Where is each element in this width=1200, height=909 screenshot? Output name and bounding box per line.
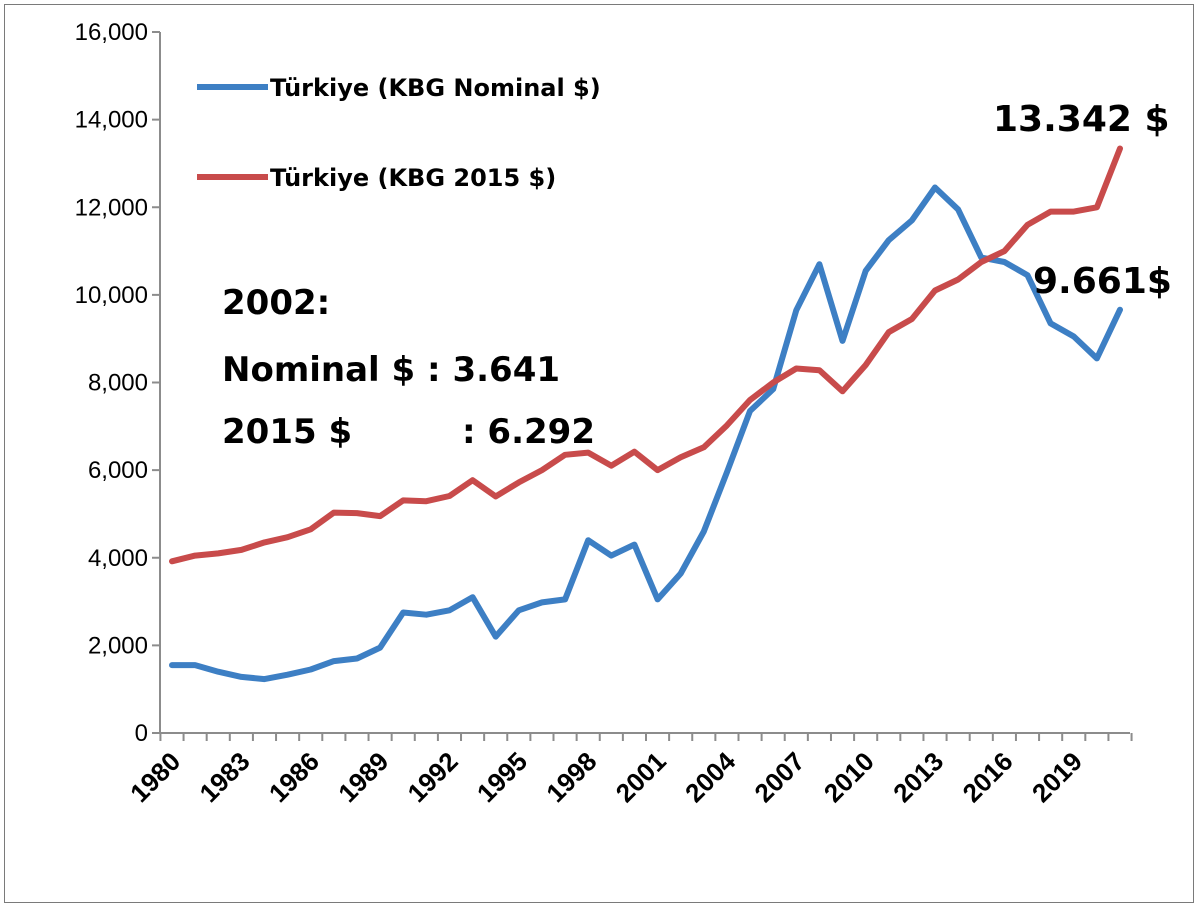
x-tick-label: 1983 [193, 746, 255, 808]
x-tick-label: 2013 [887, 746, 949, 808]
annotation-year: 2002: [222, 283, 330, 323]
y-tick-label: 14,000 [75, 107, 148, 134]
x-tick-label: 2001 [610, 746, 672, 808]
series-line-real [169, 145, 1123, 565]
annotation-2002: 2002: Nominal $ : 3.641 2015 $ : 6.292 [222, 283, 595, 452]
end-label-real: 13.342 $ [993, 99, 1170, 140]
x-tick-label: 2004 [679, 746, 741, 808]
y-tick-label: 8,000 [88, 370, 148, 397]
x-axis-ticks: 1980 1983 1986 1989 1992 1995 1998 2001 2004 2007… [124, 733, 1133, 808]
x-tick-label: 2016 [957, 746, 1019, 808]
x-tick-label: 2010 [818, 746, 880, 808]
y-tick-label: 2,000 [88, 632, 148, 659]
series-line-nominal [169, 184, 1123, 683]
x-tick-label: 2019 [1026, 746, 1088, 808]
y-tick-label: 4,000 [88, 545, 148, 572]
x-tick-label: 1980 [124, 746, 186, 808]
y-tick-label: 0 [135, 720, 148, 747]
annotation-real-value: : 6.292 [462, 412, 595, 452]
annotation-real-label: 2015 $ [222, 412, 352, 452]
legend-label-nominal: Türkiye (KBG Nominal $) [270, 74, 601, 102]
legend: Türkiye (KBG Nominal $) Türkiye (KBG 201… [197, 74, 601, 192]
y-tick-label: 6,000 [88, 457, 148, 484]
y-tick-label: 16,000 [75, 19, 148, 46]
chart-frame [4, 4, 1194, 903]
x-tick-label: 1995 [471, 746, 533, 808]
end-label-nominal: 9.661$ [1033, 261, 1172, 302]
y-axis-ticks: 0 2,000 4,000 6,000 8,000 10,000 12,000 14,000 1… [75, 19, 160, 747]
legend-label-real: Türkiye (KBG 2015 $) [270, 164, 556, 192]
annotation-nominal: Nominal $ : 3.641 [222, 350, 560, 390]
x-tick-label: 1998 [540, 746, 602, 808]
x-tick-label: 1989 [332, 746, 394, 808]
x-tick-label: 2007 [748, 746, 810, 808]
y-tick-label: 12,000 [75, 194, 148, 221]
series-lines [169, 145, 1123, 683]
x-tick-label: 1992 [402, 746, 464, 808]
x-tick-label: 1986 [263, 746, 325, 808]
y-tick-label: 10,000 [75, 282, 148, 309]
